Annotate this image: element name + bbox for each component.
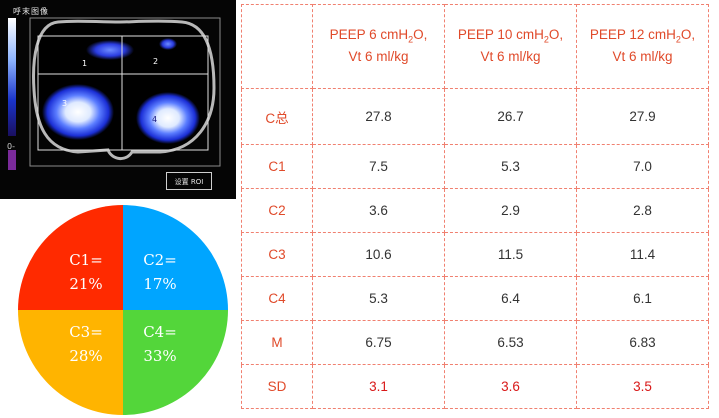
table-cell: 2.9 (444, 188, 577, 234)
pie-slice-c3 (18, 310, 123, 415)
pie-slice-c1 (18, 205, 123, 310)
quadrant-label-3: 3 (62, 99, 67, 108)
table-cell: 27.9 (576, 87, 709, 146)
color-scale-bar (8, 18, 16, 136)
table-cell: 6.83 (576, 320, 709, 366)
pie-label-c1: C1= (69, 251, 103, 269)
column-header-peep-12: PEEP 12 cmH2O, Vt 6 ml/kg (576, 4, 709, 89)
table-row-sd: SD 3.1 3.6 3.5 (241, 364, 709, 409)
table-row-c1: C1 7.5 5.3 7.0 (241, 144, 709, 190)
pie-label-c4: C4= (143, 323, 177, 341)
table-cell: 10.6 (312, 232, 445, 278)
table-cell: 5.3 (312, 276, 445, 322)
compliance-table: PEEP 6 cmH2O, Vt 6 ml/kg PEEP 10 cmH2O, … (241, 4, 709, 409)
scale-bottom-label: 0- (7, 142, 15, 151)
table-cell: 7.5 (312, 144, 445, 190)
ventilation-pie-chart: C1= 21% C2= 17% C4= 33% C3= 28% (18, 205, 228, 415)
row-label: M (241, 320, 313, 366)
row-label: C3 (241, 232, 313, 278)
pie-slice-c2 (123, 205, 228, 310)
table-cell: 11.5 (444, 232, 577, 278)
eit-title: 呼末图像 (13, 7, 49, 16)
row-label: SD (241, 364, 313, 409)
table-cell: 6.4 (444, 276, 577, 322)
pie-value-c1: 21% (69, 275, 102, 293)
pie-value-c3: 28% (69, 347, 102, 365)
table-cell: 11.4 (576, 232, 709, 278)
table-row-c3: C3 10.6 11.5 11.4 (241, 232, 709, 278)
quadrant-label-1: 1 (82, 59, 87, 68)
quadrant-label-2: 2 (153, 57, 158, 66)
table-cell: 7.0 (576, 144, 709, 190)
column-header-peep-10: PEEP 10 cmH2O, Vt 6 ml/kg (444, 4, 577, 89)
eit-image-panel: 1 2 3 4 呼末图像 0- 设置 ROI (0, 0, 236, 199)
row-label: C总 (241, 87, 313, 146)
table-cell: 27.8 (312, 87, 445, 146)
table-cell: 3.6 (312, 188, 445, 234)
table-cell: 6.53 (444, 320, 577, 366)
table-row-c4: C4 5.3 6.4 6.1 (241, 276, 709, 322)
table-header-row: PEEP 6 cmH2O, Vt 6 ml/kg PEEP 10 cmH2O, … (241, 4, 709, 89)
pie-value-c2: 17% (143, 275, 176, 293)
table-cell: 26.7 (444, 87, 577, 146)
row-label: C2 (241, 188, 313, 234)
set-roi-button[interactable]: 设置 ROI (166, 172, 212, 190)
row-label: C1 (241, 144, 313, 190)
table-cell: 5.3 (444, 144, 577, 190)
table-row-c2: C2 3.6 2.9 2.8 (241, 188, 709, 234)
column-header-peep-6: PEEP 6 cmH2O, Vt 6 ml/kg (312, 4, 445, 89)
table-row-c-total: C总 27.8 26.7 27.9 (241, 87, 709, 146)
eit-image: 1 2 3 4 (8, 17, 221, 170)
pie-label-c3: C3= (69, 323, 103, 341)
table-cell: 3.5 (576, 364, 709, 409)
row-label: C4 (241, 276, 313, 322)
pie-value-c4: 33% (143, 347, 176, 365)
table-cell: 2.8 (576, 188, 709, 234)
quadrant-label-4: 4 (152, 115, 157, 124)
table-cell: 3.6 (444, 364, 577, 409)
pie-slice-c4 (123, 310, 228, 415)
table-cell: 6.75 (312, 320, 445, 366)
table-corner-cell (241, 4, 313, 89)
table-row-mean: M 6.75 6.53 6.83 (241, 320, 709, 366)
table-cell: 3.1 (312, 364, 445, 409)
table-cell: 6.1 (576, 276, 709, 322)
pie-label-c2: C2= (143, 251, 177, 269)
